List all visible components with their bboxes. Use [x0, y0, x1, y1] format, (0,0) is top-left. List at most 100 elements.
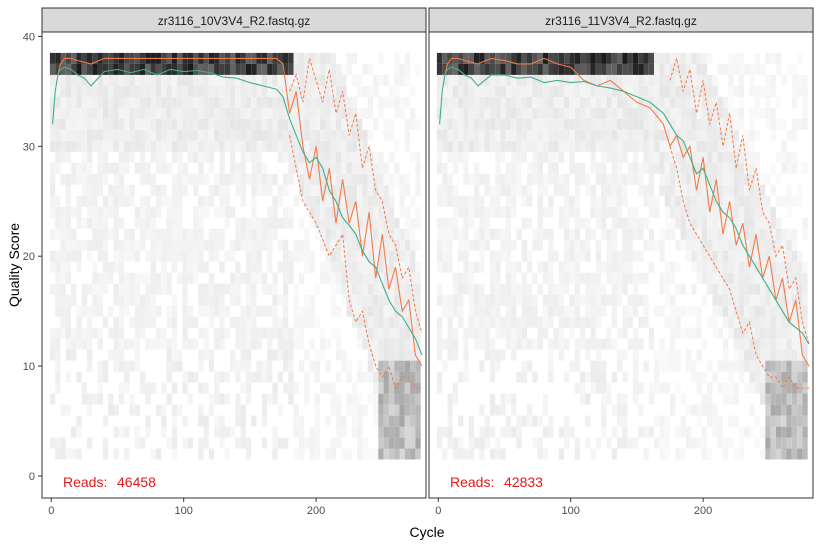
heatmap-cell: [193, 250, 199, 262]
heatmap-cell: [346, 448, 352, 460]
heatmap-cell: [92, 74, 98, 86]
heatmap-cell: [468, 217, 474, 229]
heatmap-cell: [277, 63, 283, 75]
heatmap-cell: [670, 349, 676, 361]
heatmap-cell: [479, 360, 485, 372]
heatmap-cell: [309, 250, 315, 262]
heatmap-cell: [362, 327, 368, 339]
heatmap-cell: [595, 52, 602, 64]
heatmap-cell: [76, 239, 82, 251]
heatmap-cell: [479, 173, 485, 185]
heatmap-cell: [638, 184, 644, 196]
heatmap-cell: [447, 239, 453, 251]
heatmap-cell: [383, 415, 389, 427]
heatmap-cell: [590, 206, 596, 218]
heatmap-cell: [495, 272, 501, 284]
heatmap-cell: [516, 107, 522, 119]
heatmap-cell: [383, 283, 389, 295]
heatmap-cell: [298, 360, 305, 372]
heatmap-cell: [791, 371, 798, 383]
heatmap-cell: [277, 217, 283, 229]
heatmap-cell: [632, 294, 639, 306]
heatmap-cell: [617, 349, 623, 361]
heatmap-cell: [558, 151, 565, 163]
heatmap-cell: [171, 206, 178, 218]
heatmap-cell: [65, 140, 72, 152]
heatmap-cell: [495, 129, 501, 141]
heatmap-cell: [129, 404, 135, 416]
heatmap-cell: [198, 415, 204, 427]
heatmap-cell: [71, 173, 77, 185]
heatmap-cell: [500, 140, 506, 152]
heatmap-cell: [330, 404, 336, 416]
heatmap-cell: [304, 250, 310, 262]
heatmap-cell: [632, 382, 639, 394]
heatmap-cell: [463, 327, 469, 339]
heatmap-cell: [203, 96, 209, 108]
heatmap-cell: [55, 283, 61, 295]
mean-line: [439, 66, 810, 345]
heatmap-cell: [595, 437, 602, 449]
heatmap-cell: [272, 173, 278, 185]
heatmap-cell: [606, 96, 612, 108]
heatmap-cell: [309, 63, 315, 75]
heatmap-cell: [415, 371, 421, 383]
heatmap-cell: [404, 415, 411, 427]
heatmap-cell: [632, 349, 639, 361]
heatmap-cell: [65, 107, 72, 119]
heatmap-cell: [659, 338, 665, 350]
median-line: [444, 57, 810, 367]
heatmap-cell: [235, 228, 241, 240]
heatmap-cell: [309, 448, 315, 460]
heatmap-cell: [495, 85, 501, 97]
heatmap-cell: [55, 250, 61, 262]
heatmap-cell: [415, 327, 421, 339]
heatmap-cell: [383, 338, 389, 350]
heatmap-cell: [760, 239, 766, 251]
heatmap-cell: [351, 162, 358, 174]
heatmap-cell: [415, 349, 421, 361]
heatmap-cell: [76, 316, 82, 328]
heatmap-cell: [256, 228, 262, 240]
heatmap-cell: [71, 239, 77, 251]
heatmap-cell: [489, 118, 496, 130]
heatmap-cell: [527, 261, 533, 273]
heatmap-cell: [585, 415, 591, 427]
heatmap-cell: [670, 173, 676, 185]
heatmap-cell: [155, 239, 162, 251]
heatmap-cell: [548, 63, 554, 75]
heatmap-cell: [108, 393, 114, 405]
heatmap-cell: [436, 426, 443, 438]
heatmap-cell: [505, 305, 512, 317]
heatmap-cell: [622, 283, 628, 295]
heatmap-cell: [378, 184, 384, 196]
heatmap-cell: [203, 327, 209, 339]
heatmap-cell: [171, 360, 178, 372]
heatmap-cell: [521, 107, 527, 119]
heatmap-cell: [802, 327, 808, 339]
heatmap-cell: [97, 74, 103, 86]
heatmap-cell: [442, 162, 448, 174]
heatmap-cell: [129, 316, 135, 328]
heatmap-cell: [346, 206, 352, 218]
heatmap-cell: [373, 151, 379, 163]
heatmap-cell: [145, 382, 151, 394]
heatmap-cell: [71, 140, 77, 152]
heatmap-cell: [55, 382, 61, 394]
heatmap-cell: [590, 283, 596, 295]
heatmap-cell: [680, 305, 686, 317]
heatmap-cell: [224, 371, 230, 383]
heatmap-cell: [410, 426, 416, 438]
heatmap-cell: [564, 371, 570, 383]
heatmap-cell: [558, 184, 565, 196]
heatmap-cell: [240, 173, 246, 185]
heatmap-cell: [574, 448, 580, 460]
heatmap-cell: [65, 338, 72, 350]
heatmap-cell: [463, 195, 469, 207]
x-tick-label: 200: [307, 505, 325, 517]
heatmap-cell: [712, 184, 718, 196]
heatmap-cell: [516, 184, 522, 196]
heatmap-cell: [489, 228, 496, 240]
heatmap-cell: [113, 283, 119, 295]
heatmap-cell: [267, 228, 273, 240]
